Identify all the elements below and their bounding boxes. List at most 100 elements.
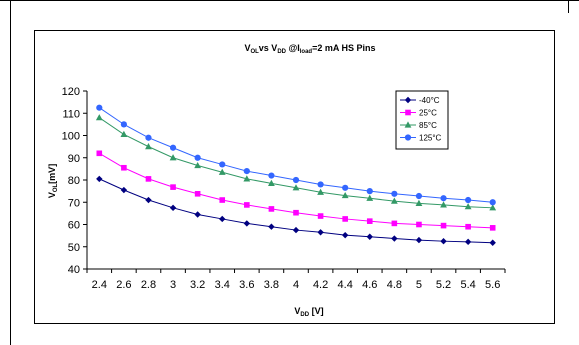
data-point <box>366 194 374 201</box>
data-point <box>341 191 349 199</box>
data-point <box>243 168 250 175</box>
x-tick-label: 4.6 <box>362 279 377 291</box>
x-axis-label: VDD [V] <box>294 306 323 318</box>
subscript: load <box>300 49 313 55</box>
data-point <box>219 161 226 168</box>
data-point <box>96 104 103 111</box>
data-point <box>218 168 226 175</box>
y-axis-label: VOL[mV] <box>47 164 59 198</box>
chart-title: VOLvs VDD @Iload=2 mA HS Pins <box>244 43 375 55</box>
data-point <box>145 143 152 150</box>
data-point <box>342 184 349 191</box>
data-point <box>464 238 472 246</box>
data-point <box>145 134 152 141</box>
legend-label: 25°C <box>419 109 437 118</box>
series-85°C <box>95 114 497 211</box>
subscript: DD <box>300 312 309 318</box>
data-point <box>366 188 373 195</box>
x-tick-label: 5.6 <box>485 279 500 291</box>
chart-svg: VOLvs VDD @Iload=2 mA HS Pins VOL[mV] VD… <box>47 43 506 318</box>
x-tick-label: 3.8 <box>264 279 279 291</box>
data-point <box>390 197 398 204</box>
text-part: V <box>294 306 300 316</box>
y-tick-label: 70 <box>68 197 80 209</box>
data-point <box>415 199 423 206</box>
data-point <box>465 196 472 204</box>
data-point <box>219 215 226 223</box>
data-point <box>170 184 176 190</box>
x-tick-label: 5.4 <box>460 279 475 291</box>
data-point <box>415 192 423 200</box>
y-tick-label: 50 <box>68 242 80 254</box>
legend-label: 85°C <box>419 121 437 130</box>
data-point <box>317 188 324 195</box>
data-point <box>440 237 447 245</box>
x-tick-label: 3.4 <box>215 279 230 291</box>
data-point <box>489 204 497 211</box>
data-point <box>243 220 251 227</box>
data-point <box>120 121 127 128</box>
data-point <box>169 204 177 212</box>
subscript: DD <box>277 49 286 55</box>
subscript: OL <box>250 49 259 55</box>
legend-item: 85°C <box>400 121 437 130</box>
data-point <box>268 179 275 186</box>
data-point <box>120 130 128 137</box>
data-point <box>121 164 127 171</box>
legend-marker <box>404 96 412 104</box>
text-part: [V] <box>309 306 324 316</box>
data-point <box>268 206 275 212</box>
data-point <box>440 195 447 202</box>
legend-item: 125°C <box>400 134 442 143</box>
x-tick-label: 4 <box>293 279 299 291</box>
data-point <box>317 181 324 188</box>
x-tick-label: 3.2 <box>190 279 205 291</box>
page-border-right <box>568 0 569 13</box>
legend-marker <box>404 134 412 141</box>
data-point <box>440 201 447 208</box>
data-point <box>96 150 103 157</box>
page-border-top <box>0 0 579 1</box>
legend-marker <box>404 121 412 128</box>
legend-label: -40°C <box>419 96 440 105</box>
y-tick-label: 110 <box>62 108 80 120</box>
data-point <box>464 203 472 210</box>
data-point <box>415 236 423 244</box>
data-point <box>341 231 349 239</box>
data-point <box>391 235 398 242</box>
x-tick-label: 5.2 <box>436 279 451 291</box>
data-point <box>391 190 398 197</box>
data-point <box>120 186 128 194</box>
data-point <box>268 172 275 179</box>
y-tick-label: 100 <box>62 131 80 143</box>
legend: -40°C 25°C 85°C 125°C <box>395 90 449 150</box>
data-point <box>342 216 348 222</box>
text-part: V <box>244 43 250 53</box>
page-border-left <box>10 0 11 345</box>
y-tick-label: 80 <box>68 175 80 187</box>
x-axis: 2.4 2.6 2.8 3 3.2 3.4 3.6 3.8 4 4.2 4.4 4.6 4.8 5 5.2 5… <box>86 268 506 291</box>
y-tick-label: 120 <box>62 86 80 98</box>
data-point <box>366 233 373 240</box>
data-point <box>194 190 201 197</box>
data-point <box>366 218 373 224</box>
data-point <box>194 154 201 161</box>
x-tick-label: 4.8 <box>387 279 402 291</box>
data-point <box>96 175 103 183</box>
data-point <box>194 161 202 169</box>
y-tick-label: 90 <box>68 153 80 165</box>
data-point <box>391 220 398 227</box>
data-point <box>194 211 201 218</box>
x-tick-label: 4.2 <box>313 279 328 291</box>
series-line <box>99 152 493 229</box>
x-tick-label: 3 <box>170 279 176 291</box>
data-point <box>169 144 177 151</box>
plot-series <box>95 104 497 246</box>
data-point <box>243 175 251 182</box>
y-tick-label: 60 <box>68 220 80 232</box>
legend-marker <box>405 109 411 116</box>
x-tick-label: 3.6 <box>239 279 254 291</box>
data-point <box>292 176 300 184</box>
data-point <box>489 199 496 206</box>
text-part: [mV] <box>47 164 57 184</box>
